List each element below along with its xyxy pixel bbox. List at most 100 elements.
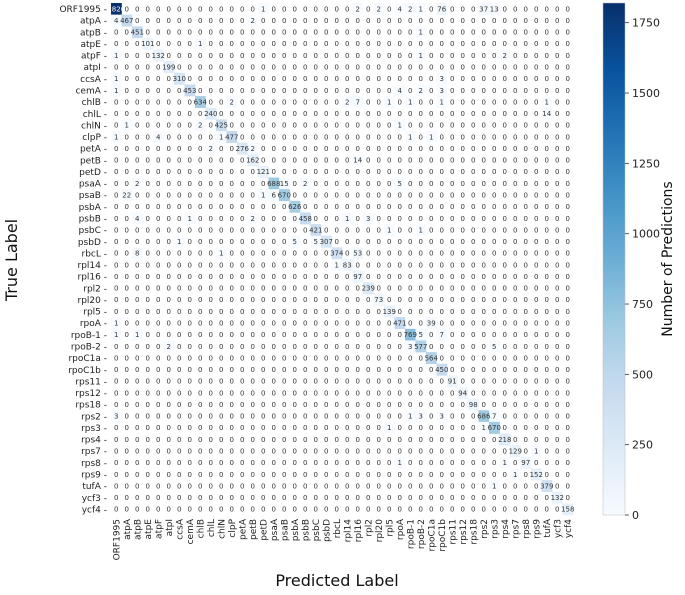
heatmap-cell-value: 0 <box>324 506 328 514</box>
y-tick-label: rpl5 - <box>83 308 107 318</box>
heatmap-cell-value: 0 <box>513 308 517 316</box>
heatmap-cell-value: 0 <box>125 203 129 211</box>
heatmap-cell-value: 0 <box>471 203 475 211</box>
heatmap-cell-value: 0 <box>314 296 318 304</box>
heatmap-cell-value: 1 <box>387 98 391 106</box>
heatmap-cell-value: 0 <box>524 389 528 397</box>
heatmap-cell-value: 0 <box>177 285 181 293</box>
heatmap-cell-value: 0 <box>513 331 517 339</box>
heatmap-cell-value: 0 <box>156 389 160 397</box>
y-tick-label: petD - <box>79 168 107 178</box>
heatmap-cell-value: 0 <box>314 273 318 281</box>
heatmap-cell-value: 0 <box>272 436 276 444</box>
heatmap-cell-value: 0 <box>366 506 370 514</box>
heatmap-cell-value: 4 <box>156 133 161 141</box>
heatmap-cell-value: 0 <box>345 157 349 165</box>
heatmap-cell-value: 0 <box>324 145 328 153</box>
heatmap-cell-value: 0 <box>471 110 475 118</box>
heatmap-cell-value: 0 <box>209 180 213 188</box>
heatmap-cell <box>394 456 406 469</box>
heatmap-cell-value: 0 <box>188 459 192 467</box>
heatmap-cell-value: 0 <box>545 471 549 479</box>
heatmap-cell-value: 1 <box>188 215 192 223</box>
heatmap-cell <box>436 410 448 423</box>
heatmap-cell-value: 0 <box>377 133 381 141</box>
heatmap-cell-value: 0 <box>261 180 265 188</box>
heatmap-cell-value: 0 <box>387 471 391 479</box>
heatmap-cell-value: 1 <box>135 331 139 339</box>
heatmap-cell-value: 0 <box>513 110 517 118</box>
heatmap-cell-value: 0 <box>545 261 549 269</box>
heatmap-cell-value: 0 <box>461 413 465 421</box>
heatmap-cell-value: 0 <box>240 506 244 514</box>
heatmap-cell-value: 0 <box>177 506 181 514</box>
heatmap-cell-value: 0 <box>282 261 286 269</box>
heatmap-cell-value: 0 <box>545 5 549 13</box>
heatmap-cell-value: 0 <box>524 203 528 211</box>
heatmap-cell-value: 0 <box>345 308 349 316</box>
heatmap-cell-value: 0 <box>503 366 507 374</box>
heatmap-cell-value: 0 <box>135 192 139 200</box>
heatmap-cell-value: 0 <box>366 52 370 60</box>
heatmap-cell <box>394 177 406 190</box>
heatmap-cell-value: 0 <box>461 157 465 165</box>
heatmap-cell-value: 0 <box>188 75 192 83</box>
heatmap-cell-value: 0 <box>534 29 538 37</box>
heatmap-cell-value: 0 <box>177 448 181 456</box>
heatmap-cell-value: 0 <box>272 40 276 48</box>
heatmap-cell-value: 0 <box>240 180 244 188</box>
heatmap-cell-value: 0 <box>209 29 213 37</box>
heatmap-cell-value: 0 <box>156 98 160 106</box>
heatmap-cell-value: 0 <box>198 343 202 351</box>
heatmap-cell-value: 0 <box>534 413 538 421</box>
heatmap-cell-value: 0 <box>419 424 423 432</box>
heatmap-cell-value: 0 <box>387 378 391 386</box>
heatmap-cell-value: 0 <box>167 238 171 246</box>
x-tick-label: rps8 <box>522 519 532 539</box>
heatmap-cell-value: 0 <box>398 448 402 456</box>
heatmap-cell-value: 0 <box>377 110 381 118</box>
heatmap-cell-value: 0 <box>188 238 192 246</box>
heatmap-cell-value: 0 <box>345 75 349 83</box>
heatmap-cell-value: 0 <box>440 459 444 467</box>
heatmap-cell-value: 0 <box>471 29 475 37</box>
heatmap-cell-value: 0 <box>293 122 297 130</box>
heatmap-cell <box>468 398 479 411</box>
heatmap-cell-value: 0 <box>524 308 528 316</box>
heatmap-cell-value: 0 <box>272 308 276 316</box>
heatmap-cell-values: 1820 0 0 0 0 0 0 0 0 0 0 0 0 0 1 0 0 0 0 0 0 0 0 2 0 2 0 4 2 1 0 76 0 0 0 3… <box>107 5 574 513</box>
heatmap-cell-value: 0 <box>282 238 286 246</box>
heatmap-cell-value: 0 <box>230 226 234 234</box>
heatmap-cell-value: 0 <box>198 192 202 200</box>
heatmap-cell <box>121 189 133 202</box>
heatmap-cell-value: 1 <box>503 459 507 467</box>
heatmap-cell-value: 0 <box>450 29 454 37</box>
heatmap-cell-value: 0 <box>188 506 192 514</box>
heatmap-cell-value: 0 <box>419 180 423 188</box>
heatmap-cell-value: 0 <box>314 64 318 72</box>
x-tick-label: chlN <box>217 519 227 539</box>
heatmap-cell-value: 0 <box>282 436 286 444</box>
heatmap-cell-value: 0 <box>482 448 486 456</box>
heatmap-cell-value: 0 <box>219 98 223 106</box>
heatmap-cell-value: 0 <box>167 273 171 281</box>
heatmap-cell-value: 0 <box>471 180 475 188</box>
heatmap-cell-value: 0 <box>555 52 559 60</box>
heatmap-cell-value: 0 <box>482 250 486 258</box>
heatmap-cell-value: 0 <box>461 436 465 444</box>
heatmap-cell-value: 0 <box>125 40 129 48</box>
heatmap-cell-value: 0 <box>261 413 265 421</box>
heatmap-cell <box>300 212 311 225</box>
x-tick-label: ycf4 <box>564 519 574 538</box>
heatmap-cell-value: 0 <box>524 29 528 37</box>
heatmap-cell-value: 0 <box>503 494 507 502</box>
y-tick-label: psbC - <box>78 226 107 236</box>
heatmap-cell-value: 0 <box>261 448 265 456</box>
heatmap-cell-value: 0 <box>555 5 559 13</box>
heatmap-cell-value: 0 <box>513 157 517 165</box>
heatmap-cell-value: 0 <box>146 110 150 118</box>
heatmap-cell-value: 0 <box>167 366 171 374</box>
heatmap-cell-value: 0 <box>419 192 423 200</box>
heatmap-cell-value: 3 <box>408 343 412 351</box>
heatmap-cell-value: 0 <box>377 459 381 467</box>
